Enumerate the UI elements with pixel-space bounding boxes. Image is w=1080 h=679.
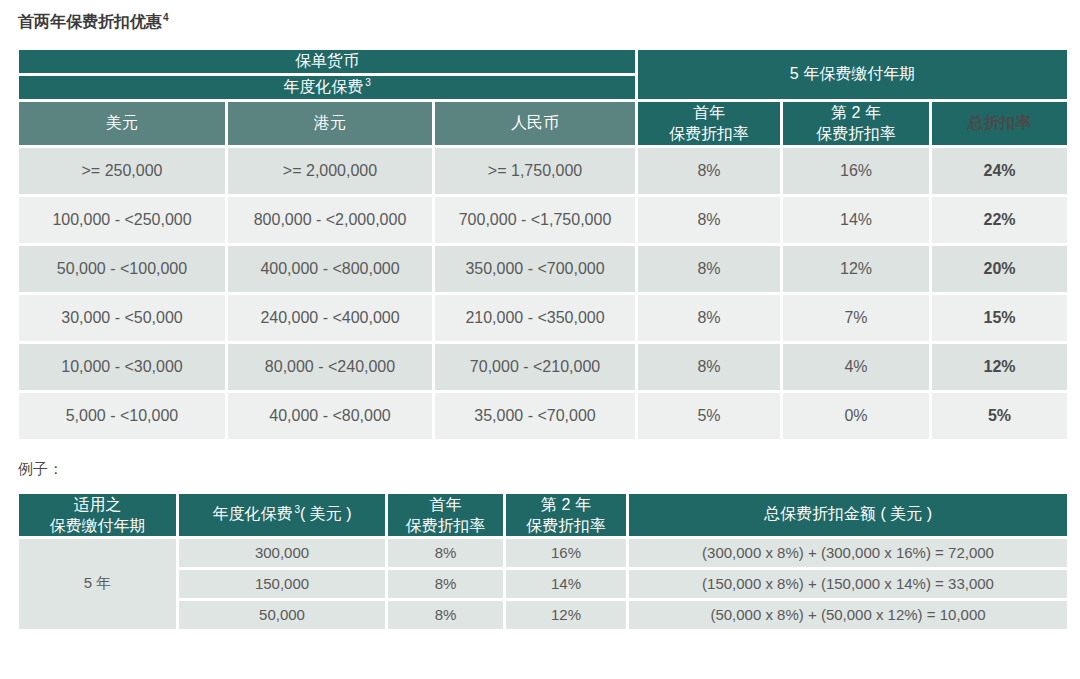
second-year-rate-cell: 4% <box>782 342 931 391</box>
table-row: 10,000 - <30,000 80,000 - <240,000 70,00… <box>18 342 1069 391</box>
first-year-rate-cell: 8% <box>387 568 505 599</box>
table-row: 5,000 - <10,000 40,000 - <80,000 35,000 … <box>18 391 1069 440</box>
premium-discount-table: 保单货币 5 年保费缴付年期 年度化保费3 美元 港元 人民币 首年 保费折扣率… <box>16 47 1070 441</box>
total-discount-amount-header: 总保费折扣金额 ( 美元 ) <box>628 492 1069 537</box>
table-row: >= 250,000 >= 2,000,000 >= 1,750,000 8% … <box>18 146 1069 195</box>
page-title: 首两年保费折扣优惠4 <box>18 12 1066 33</box>
rmb-range-cell: 210,000 - <350,000 <box>434 293 637 342</box>
second-year-rate-cell: 16% <box>782 146 931 195</box>
term-column-header: 适用之 保费缴付年期 <box>18 492 178 537</box>
premium-cell: 50,000 <box>178 599 387 630</box>
second-year-rate-cell: 7% <box>782 293 931 342</box>
hkd-range-cell: 40,000 - <80,000 <box>227 391 434 440</box>
example-label: 例子： <box>18 460 1066 479</box>
first-year-rate-cell: 8% <box>637 342 782 391</box>
total-rate-cell: 15% <box>931 293 1069 342</box>
second-year-rate-cell: 12% <box>782 244 931 293</box>
rmb-range-cell: 700,000 - <1,750,000 <box>434 195 637 244</box>
rmb-range-cell: 350,000 - <700,000 <box>434 244 637 293</box>
title-footnote-sup: 4 <box>163 12 169 23</box>
rmb-range-cell: 70,000 - <210,000 <box>434 342 637 391</box>
hkd-range-cell: 400,000 - <800,000 <box>227 244 434 293</box>
page: 首两年保费折扣优惠4 保单货币 5 年保费缴付年期 年度化保费3 美元 港元 人… <box>0 0 1080 679</box>
usd-range-cell: 10,000 - <30,000 <box>18 342 227 391</box>
page-title-text: 首两年保费折扣优惠 <box>18 13 162 30</box>
hkd-column-header: 港元 <box>227 101 434 146</box>
usd-range-cell: 50,000 - <100,000 <box>18 244 227 293</box>
usd-range-cell: 100,000 - <250,000 <box>18 195 227 244</box>
total-rate-cell: 5% <box>931 391 1069 440</box>
first-year-rate-cell: 8% <box>637 244 782 293</box>
payment-term-header: 5 年保费缴付年期 <box>637 49 1069 101</box>
payment-term-cell: 5 年 <box>18 537 178 630</box>
second-year-rate-cell: 14% <box>782 195 931 244</box>
second-year-rate-cell: 14% <box>505 568 628 599</box>
discount-formula-cell: (50,000 x 8%) + (50,000 x 12%) = 10,000 <box>628 599 1069 630</box>
total-rate-cell: 22% <box>931 195 1069 244</box>
policy-currency-header: 保单货币 <box>18 49 637 75</box>
example-table: 适用之 保费缴付年期 年度化保费3( 美元 ) 首年 保费折扣率 第 2 年 保… <box>16 491 1070 632</box>
first-year-rate-cell: 8% <box>387 599 505 630</box>
first-year-rate-cell: 8% <box>637 146 782 195</box>
total-rate-cell: 12% <box>931 342 1069 391</box>
usd-range-cell: 30,000 - <50,000 <box>18 293 227 342</box>
rmb-column-header: 人民币 <box>434 101 637 146</box>
hkd-range-cell: 240,000 - <400,000 <box>227 293 434 342</box>
usd-column-header: 美元 <box>18 101 227 146</box>
usd-range-cell: >= 250,000 <box>18 146 227 195</box>
annualized-premium-label: 年度化保费 <box>283 78 363 95</box>
second-year-rate-cell: 12% <box>505 599 628 630</box>
annualized-premium-header: 年度化保费3 <box>18 75 637 101</box>
first-year-rate-cell: 8% <box>637 195 782 244</box>
first-year-rate-header: 首年 保费折扣率 <box>637 101 782 146</box>
total-rate-cell: 20% <box>931 244 1069 293</box>
usd-range-cell: 5,000 - <10,000 <box>18 391 227 440</box>
second-year-rate-cell: 0% <box>782 391 931 440</box>
discount-formula-cell: (150,000 x 8%) + (150,000 x 14%) = 33,00… <box>628 568 1069 599</box>
first-year-rate-cell: 8% <box>387 537 505 568</box>
rmb-range-cell: 35,000 - <70,000 <box>434 391 637 440</box>
annualized-premium-footnote-sup: 3 <box>365 77 371 88</box>
first-year-rate-cell: 8% <box>637 293 782 342</box>
total-rate-header: 总折扣率 <box>931 101 1069 146</box>
table-row: 50,000 - <100,000 400,000 - <800,000 350… <box>18 244 1069 293</box>
table-row: 30,000 - <50,000 240,000 - <400,000 210,… <box>18 293 1069 342</box>
hkd-range-cell: >= 2,000,000 <box>227 146 434 195</box>
rmb-range-cell: >= 1,750,000 <box>434 146 637 195</box>
table-row: 100,000 - <250,000 800,000 - <2,000,000 … <box>18 195 1069 244</box>
premium-column-header: 年度化保费3( 美元 ) <box>178 492 387 537</box>
premium-cell: 300,000 <box>178 537 387 568</box>
total-rate-cell: 24% <box>931 146 1069 195</box>
table-row: 5 年 300,000 8% 16% (300,000 x 8%) + (300… <box>18 537 1069 568</box>
first-year-rate-header: 首年 保费折扣率 <box>387 492 505 537</box>
hkd-range-cell: 80,000 - <240,000 <box>227 342 434 391</box>
discount-formula-cell: (300,000 x 8%) + (300,000 x 16%) = 72,00… <box>628 537 1069 568</box>
premium-cell: 150,000 <box>178 568 387 599</box>
second-year-rate-header: 第 2 年 保费折扣率 <box>782 101 931 146</box>
second-year-rate-cell: 16% <box>505 537 628 568</box>
second-year-rate-header: 第 2 年 保费折扣率 <box>505 492 628 537</box>
hkd-range-cell: 800,000 - <2,000,000 <box>227 195 434 244</box>
first-year-rate-cell: 5% <box>637 391 782 440</box>
